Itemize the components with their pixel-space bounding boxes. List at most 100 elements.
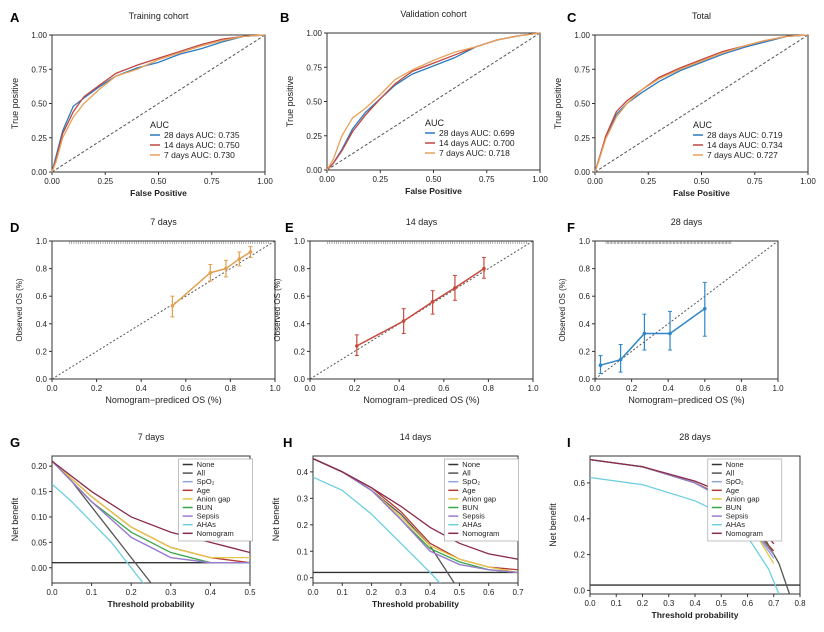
y-axis-label: Net benefit xyxy=(10,497,20,541)
y-tick-label: 0.3 xyxy=(297,494,309,503)
y-tick-label: 0.25 xyxy=(31,134,47,143)
x-tick-label: 0.75 xyxy=(479,175,495,184)
y-tick-label: 0.4 xyxy=(294,320,306,329)
legend-label: BUN xyxy=(197,503,213,512)
x-tick-label: 0.00 xyxy=(44,177,60,186)
x-tick-label: 0.8 xyxy=(225,384,237,393)
panel-g: G 7 days 0.0 0.1 0.2 0.3 0.4 0.5 0.00 0.05 0.10 0.1… xyxy=(10,432,256,609)
y-tick-label: 0.4 xyxy=(574,515,586,524)
x-tick-label: 0.0 xyxy=(304,384,316,393)
y-tick-label: 0.75 xyxy=(31,65,47,74)
x-tick-label: 0.4 xyxy=(689,599,701,608)
x-tick-label: 0.3 xyxy=(165,588,177,597)
x-tick-label: 1.0 xyxy=(527,384,539,393)
chart-title: Total xyxy=(692,11,711,21)
reference-line xyxy=(594,34,809,173)
panel-letter: C xyxy=(567,10,577,25)
reference-line xyxy=(51,34,266,173)
x-tick-label: 0.4 xyxy=(394,384,406,393)
decision-curve xyxy=(313,458,518,560)
x-tick-label: 0.4 xyxy=(425,588,437,597)
data-point xyxy=(224,266,228,271)
chart-title: 14 days xyxy=(406,217,438,227)
decision-curve xyxy=(52,483,144,583)
legend-label: BUN xyxy=(726,503,742,512)
chart-title: 28 days xyxy=(679,432,711,442)
x-tick-label: 0.5 xyxy=(716,599,728,608)
y-tick-label: 1.0 xyxy=(579,237,591,246)
x-axis-label: Nomogram−prediced OS (%) xyxy=(105,395,221,405)
y-axis-label: True positive xyxy=(553,78,563,129)
legend-title: AUC xyxy=(425,118,445,128)
y-tick-label: 0.0 xyxy=(574,586,586,595)
y-tick-label: 0.00 xyxy=(306,166,322,175)
x-tick-label: 0.7 xyxy=(768,599,780,608)
y-tick-label: 0.25 xyxy=(574,134,590,143)
x-tick-label: 0.6 xyxy=(180,384,192,393)
y-axis-label: Net benefit xyxy=(548,503,558,547)
legend-label: 14 days AUC: 0.750 xyxy=(164,140,240,150)
x-tick-label: 0.3 xyxy=(663,599,675,608)
y-tick-label: 0.15 xyxy=(31,488,47,497)
y-tick-label: 0.00 xyxy=(574,168,590,177)
x-tick-label: 0.5 xyxy=(244,588,256,597)
data-point xyxy=(668,331,672,336)
reference-line xyxy=(51,240,276,380)
x-tick-label: 0.1 xyxy=(611,599,623,608)
legend-label: SpO₂ xyxy=(462,477,480,486)
x-axis-label: Threshold probability xyxy=(108,599,195,609)
data-point xyxy=(237,257,242,261)
x-axis-label: Nomogram−prediced OS (%) xyxy=(363,395,479,405)
y-tick-label: 0.8 xyxy=(36,265,48,274)
data-point xyxy=(208,270,213,275)
legend-label: Age xyxy=(726,486,739,495)
x-tick-label: 1.0 xyxy=(269,384,281,393)
x-tick-label: 0.00 xyxy=(587,177,603,186)
data-point xyxy=(482,266,486,271)
y-tick-label: 0.10 xyxy=(31,513,47,522)
panel-d: D 7 days 0.0 0.2 0.4 0.6 0.8 1.0 0.0 0.2 0.4 0.6 0.8… xyxy=(10,217,281,405)
y-tick-label: 0.50 xyxy=(306,98,322,107)
reference-line xyxy=(326,32,541,171)
roc-curve xyxy=(51,34,266,173)
decision-curve xyxy=(313,476,441,583)
legend-title: AUC xyxy=(693,120,713,130)
panel-i: I 28 days 0.0 0.1 0.2 0.3 0.4 0.5 0.6 0.7 0.8 0.0 0.… xyxy=(548,432,806,620)
y-tick-label: 0.2 xyxy=(579,347,591,356)
panel-letter: D xyxy=(10,220,19,235)
legend-label: AHAs xyxy=(462,520,481,529)
y-tick-label: 0.0 xyxy=(579,375,591,384)
y-tick-label: 0.1 xyxy=(297,547,309,556)
legend-label: None xyxy=(726,460,744,469)
data-point xyxy=(170,304,175,308)
y-tick-label: 0.2 xyxy=(36,347,48,356)
legend-label: 28 days AUC: 0.719 xyxy=(707,130,783,140)
legend-label: Nomogram xyxy=(726,529,763,538)
panel-h: H 14 days 0.0 0.1 0.2 0.3 0.4 0.5 0.6 0.7 0.0 0.1 0.… xyxy=(271,432,524,609)
x-tick-label: 0.0 xyxy=(307,588,319,597)
panel-f: F 28 days 0.0 0.2 0.4 0.6 0.8 1.0 0.0 0.2 0.4 0.6 0.… xyxy=(558,217,784,405)
x-tick-label: 0.2 xyxy=(366,588,378,597)
x-tick-label: 0.6 xyxy=(742,599,754,608)
x-tick-label: 1.00 xyxy=(257,177,273,186)
x-axis-label: Threshold probability xyxy=(652,610,739,620)
legend-label: All xyxy=(462,469,471,478)
x-axis-label: False Positive xyxy=(405,186,462,196)
x-axis-label: False Positive xyxy=(130,188,187,198)
y-tick-label: 1.00 xyxy=(31,31,47,40)
legend-label: 28 days AUC: 0.735 xyxy=(164,130,240,140)
x-tick-label: 0.3 xyxy=(395,588,407,597)
plot-frame xyxy=(594,240,779,380)
x-tick-label: 0.1 xyxy=(337,588,349,597)
y-tick-label: 0.25 xyxy=(306,132,322,141)
legend-label: 14 days AUC: 0.700 xyxy=(439,138,515,148)
y-tick-label: 0.2 xyxy=(574,551,586,560)
roc-curve xyxy=(51,34,266,173)
calibration-line xyxy=(356,267,485,347)
y-tick-label: 0.4 xyxy=(579,320,591,329)
legend-label: SpO₂ xyxy=(726,477,744,486)
plot-frame xyxy=(51,240,276,380)
legend-title: AUC xyxy=(150,120,170,130)
y-tick-label: 0.0 xyxy=(297,574,309,583)
legend-label: All xyxy=(726,469,735,478)
